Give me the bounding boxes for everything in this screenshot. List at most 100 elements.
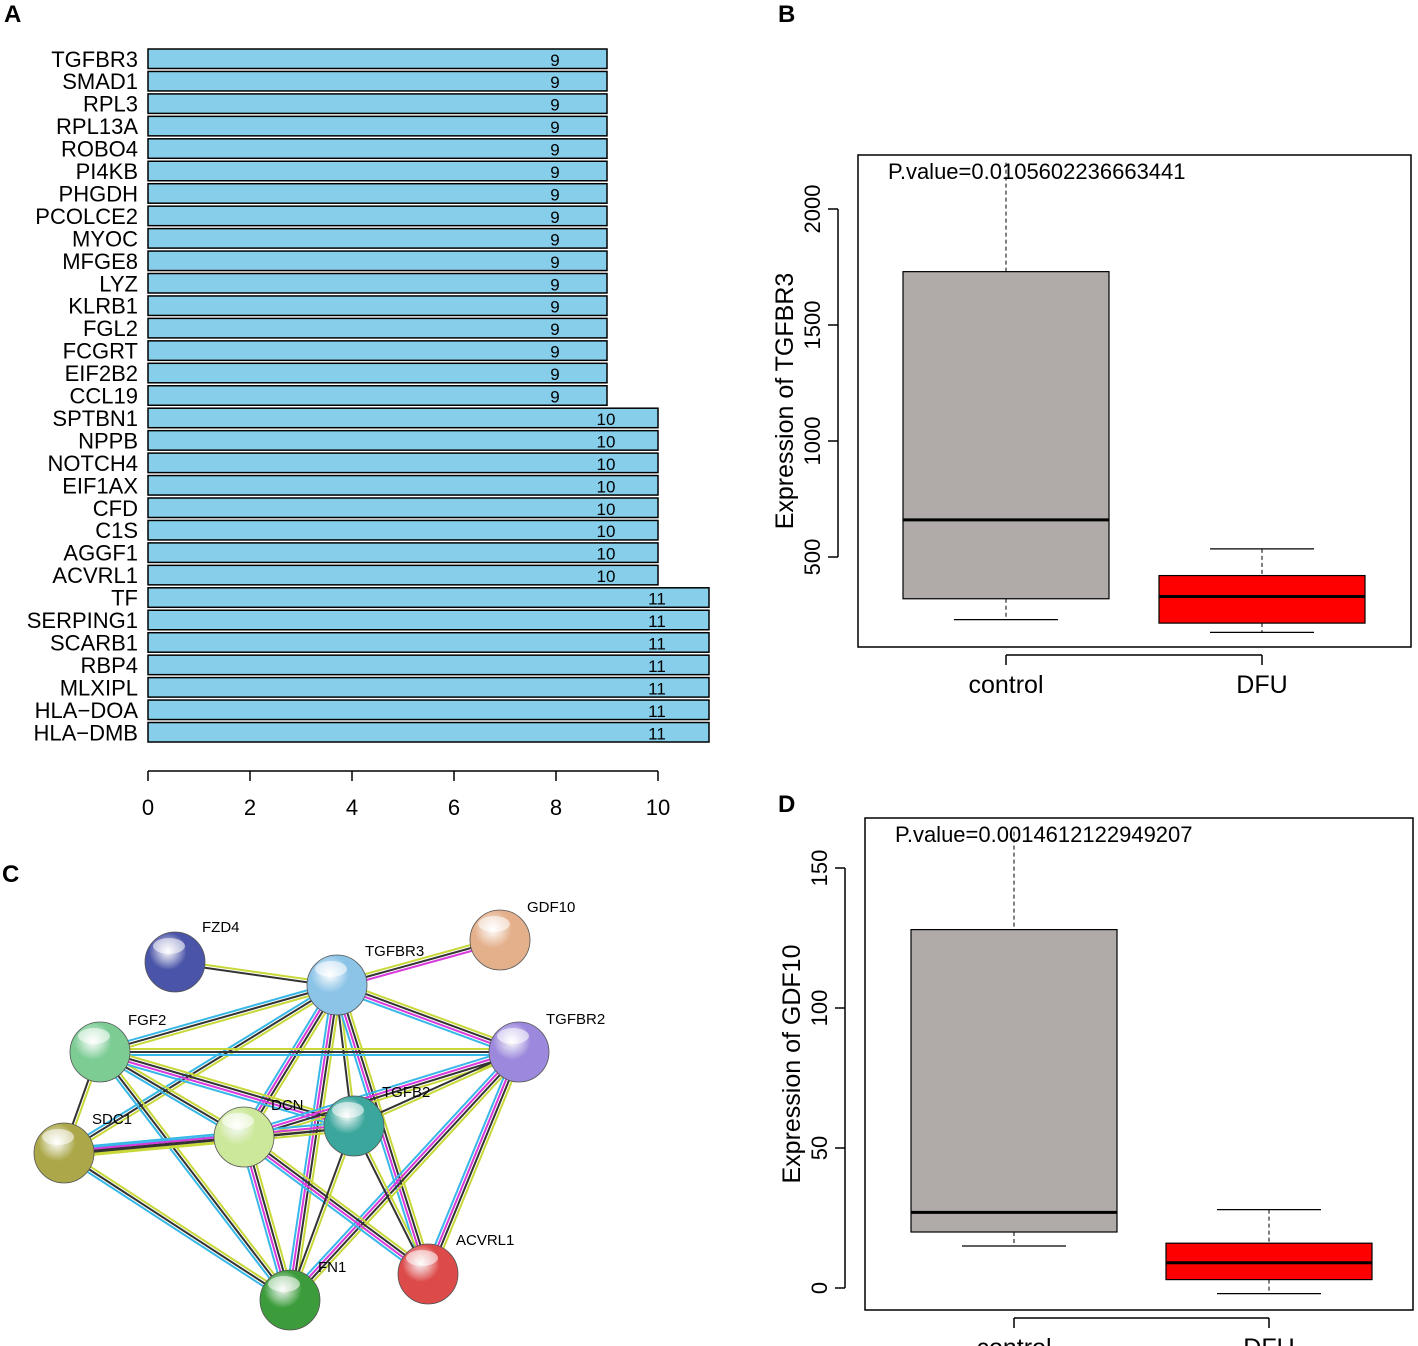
network-edge: [64, 1129, 355, 1159]
network-node-label: FN1: [318, 1259, 346, 1276]
gene-label: CCL19: [70, 384, 138, 409]
bar: [147, 48, 608, 70]
gene-label: HLA−DOA: [35, 698, 139, 723]
network-edge: [63, 984, 338, 1154]
box-control: [910, 928, 1118, 1233]
bar: [147, 250, 608, 272]
gene-label: SMAD1: [62, 69, 138, 94]
bar: [147, 407, 659, 429]
gene-label: EIF2B2: [65, 361, 138, 386]
bar: [147, 429, 659, 451]
network-edge: [287, 1125, 354, 1300]
gene-label: TF: [111, 586, 138, 611]
network-edge: [422, 1049, 516, 1273]
node-highlight: [497, 1028, 529, 1044]
network-edge: [336, 985, 519, 1055]
y-tick-label: 0: [807, 1282, 832, 1294]
network-edge: [63, 1120, 354, 1150]
network-edge: [61, 981, 336, 1152]
bar-value-label: 9: [550, 298, 559, 317]
x-tick-label: 2: [244, 795, 256, 820]
panel-letter-a: A: [4, 1, 21, 28]
network-edge: [338, 979, 521, 1049]
network-edge: [100, 1046, 356, 1123]
gene-label: TGFBR3: [51, 47, 138, 72]
node-highlight: [332, 1102, 364, 1118]
gene-label: ACVRL1: [52, 563, 138, 588]
x-tick-label: 4: [346, 795, 358, 820]
node-highlight: [406, 1250, 438, 1266]
bar: [147, 138, 608, 160]
gene-label: FCGRT: [63, 339, 138, 364]
x-tick-label: 8: [550, 795, 562, 820]
network-edge: [244, 1052, 520, 1140]
network-edge: [337, 982, 520, 1052]
network-edge: [290, 985, 340, 1301]
y-tick-label: 150: [807, 850, 832, 887]
bar-value-label: 9: [550, 185, 559, 204]
bar: [147, 676, 710, 698]
gene-label: MLXIPL: [60, 675, 138, 700]
bar-value-label: 11: [648, 657, 666, 676]
bar: [147, 93, 608, 115]
network-edge: [242, 1046, 518, 1134]
gene-label: PI4KB: [76, 159, 138, 184]
bar-value-label: 10: [597, 432, 616, 451]
bar-value-label: 10: [597, 455, 616, 474]
p-value-annotation: P.value=0.0014612122949207: [895, 822, 1193, 847]
x-tick-label: 10: [646, 795, 670, 820]
gene-label: NOTCH4: [48, 451, 138, 476]
node-highlight: [153, 938, 185, 954]
y-tick-label: 500: [800, 539, 825, 576]
network-edge: [428, 1052, 522, 1275]
bar-value-label: 10: [597, 567, 616, 586]
gene-label: NPPB: [78, 428, 138, 453]
network-edge: [288, 1050, 519, 1300]
network-edge: [290, 1052, 521, 1302]
gene-label: MFGE8: [62, 249, 138, 274]
x-tick-label: control: [968, 671, 1043, 699]
network-edge: [96, 1053, 289, 1303]
network-edge: [293, 985, 343, 1301]
bar-value-label: 11: [648, 634, 666, 653]
node-highlight: [222, 1113, 254, 1129]
gene-label: AGGF1: [63, 541, 138, 566]
panel-b-boxplot: 500 1000 1500 2000 Expression of TGFBR3 contr…: [771, 154, 1412, 699]
x-tick-label: 6: [448, 795, 460, 820]
gene-label: SPTBN1: [52, 406, 138, 431]
bar-value-label: 11: [648, 679, 666, 698]
network-node-label: TGFBR3: [365, 943, 424, 960]
p-value-annotation: P.value=0.0105602236663441: [888, 159, 1186, 184]
network-edge: [64, 1126, 355, 1156]
bar: [147, 564, 659, 586]
x-tick-label: DFU: [1243, 1334, 1294, 1346]
bar: [147, 497, 659, 519]
network-edge: [284, 984, 334, 1300]
gene-label: PHGDH: [59, 181, 138, 206]
bar: [147, 519, 659, 541]
bar-value-label: 9: [550, 163, 559, 182]
network-edge: [290, 1126, 357, 1301]
network-edge: [335, 988, 518, 1058]
y-axis-title: Expression of GDF10: [778, 945, 806, 1184]
network-edge: [101, 1049, 294, 1299]
node-highlight: [478, 916, 510, 932]
bar: [147, 182, 608, 204]
box-dfu: [1158, 574, 1366, 624]
bar-value-label: 9: [550, 320, 559, 339]
x-tick-label: DFU: [1236, 671, 1287, 699]
bar-value-label: 10: [597, 410, 616, 429]
gene-label: RBP4: [81, 653, 138, 678]
network-edge: [100, 986, 339, 1056]
panel-c-network: FZD4 TGFBR3 GDF10 FGF2 TGFBR2 DCN TGFB2 SDC1 ACV…: [33, 899, 605, 1331]
bar: [147, 385, 608, 406]
y-tick-label: 1500: [800, 301, 825, 350]
node-highlight: [78, 1028, 110, 1044]
network-edge: [244, 1134, 430, 1274]
bar: [147, 452, 659, 474]
network-edge: [65, 986, 340, 1157]
bar-value-label: 9: [550, 96, 559, 115]
bar: [147, 721, 710, 743]
panel-letter-d: D: [778, 791, 795, 818]
